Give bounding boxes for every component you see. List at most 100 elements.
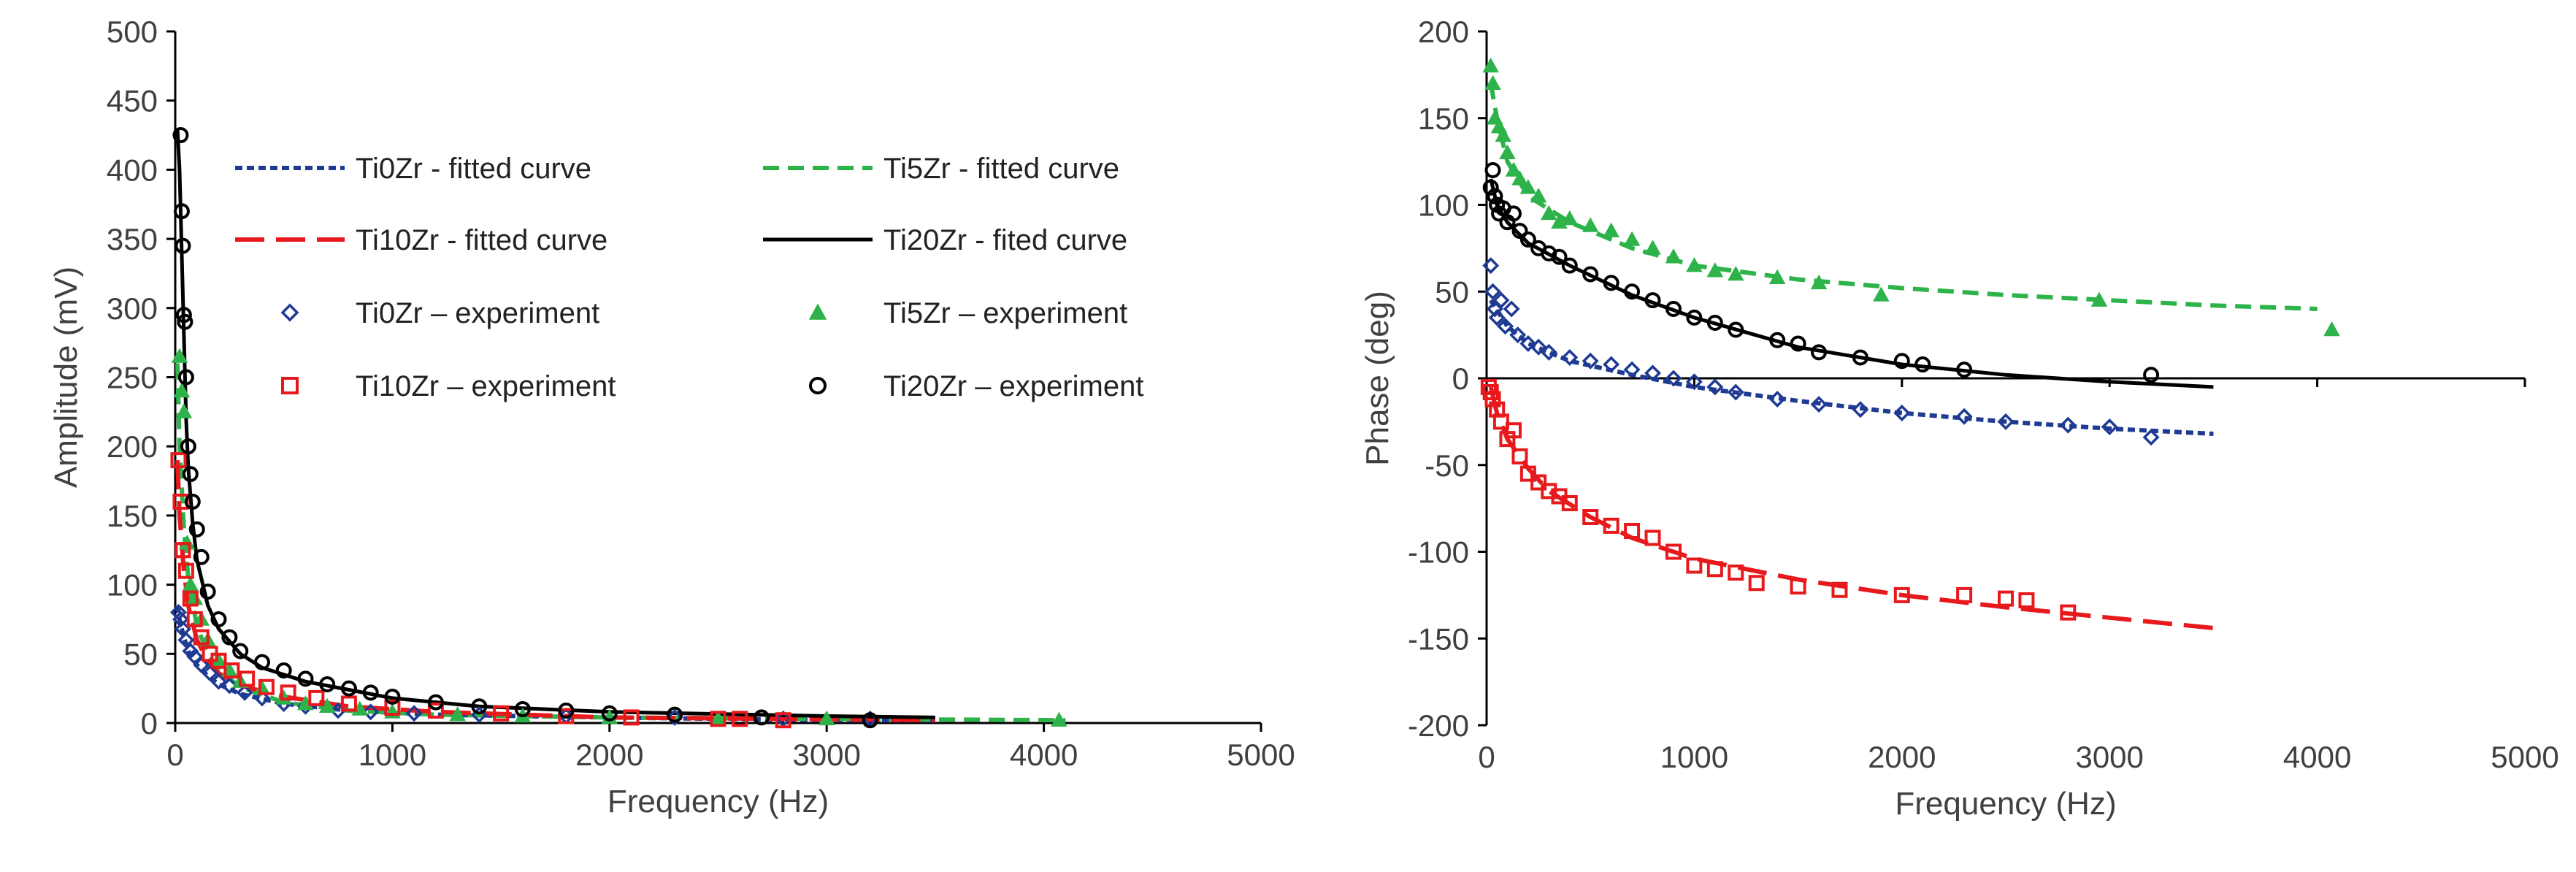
legend: Ti0Zr - fitted curve Ti5Zr - fitted curve… <box>235 153 1143 402</box>
y-tick-label: 500 <box>107 15 158 49</box>
data-point <box>2090 291 2108 307</box>
data-point <box>1686 257 1703 272</box>
data-point <box>193 656 210 673</box>
data-point <box>1768 269 1786 284</box>
y-tick-label: 0 <box>141 706 158 741</box>
legend-label: Ti5Zr - fitted curve <box>883 153 1119 185</box>
legend-label: Ti0Zr – experiment <box>356 297 599 329</box>
data-point <box>1893 353 1910 370</box>
data-point <box>173 203 190 220</box>
data-point <box>1582 352 1599 370</box>
data-point <box>449 706 466 722</box>
data-point <box>1519 335 1537 352</box>
data-point <box>1492 413 1509 430</box>
series-ti0zr-experiment <box>1482 257 2160 446</box>
x-tick-label: 2000 <box>575 738 643 772</box>
series-ti5zr-fitted-curve <box>1488 83 2318 311</box>
data-point <box>1852 401 1869 418</box>
legend-label: Ti10Zr - fitted curve <box>356 224 607 256</box>
data-point <box>1505 422 1522 439</box>
legend-label: Ti20Zr – experiment <box>883 370 1143 402</box>
legend-label: Ti10Zr – experiment <box>356 370 616 402</box>
data-point <box>1488 309 1506 326</box>
legend-item: Ti10Zr – experiment <box>281 370 616 402</box>
data-point <box>1603 222 1619 237</box>
data-point <box>1505 161 1522 177</box>
y-tick-label: 100 <box>107 568 158 603</box>
data-point <box>1852 349 1868 366</box>
data-point <box>193 629 210 646</box>
x-tick-label: 1000 <box>359 738 426 772</box>
data-point <box>177 369 194 386</box>
data-point <box>1505 205 1522 222</box>
data-point <box>1748 575 1765 592</box>
data-point <box>177 313 193 330</box>
legend-label: Ti5Zr – experiment <box>883 297 1127 329</box>
data-point <box>1623 231 1641 246</box>
data-point <box>1955 408 1973 425</box>
data-point <box>239 670 256 687</box>
data-point <box>1511 223 1528 240</box>
y-tick-label: -50 <box>1425 448 1469 483</box>
data-point <box>1561 257 1578 274</box>
data-point <box>170 452 187 469</box>
data-point <box>471 698 488 715</box>
data-point <box>223 662 240 679</box>
data-point <box>1706 315 1723 331</box>
data-point <box>623 709 640 726</box>
data-point <box>199 584 216 600</box>
data-point <box>1956 362 1973 378</box>
data-point <box>2060 604 2077 621</box>
y-tick-label: 50 <box>123 637 158 671</box>
data-point <box>1499 144 1516 159</box>
data-point <box>2142 429 2160 446</box>
data-point <box>427 694 444 711</box>
x-tick-label: 5000 <box>1227 738 1295 772</box>
y-tick-label: 350 <box>107 222 158 256</box>
data-point <box>275 662 292 679</box>
data-point <box>1492 291 1510 309</box>
series-ti20zr-experiment <box>1482 162 2160 383</box>
x-tick-label: 4000 <box>2283 740 2351 774</box>
data-point <box>184 493 201 510</box>
curve-line <box>175 459 935 723</box>
data-point <box>175 403 193 418</box>
legend-swatch <box>280 303 299 322</box>
data-point <box>1706 378 1724 396</box>
curve-line <box>1489 178 2214 389</box>
data-point <box>1873 286 1890 302</box>
data-point <box>297 670 314 687</box>
series-ti5zr-experiment <box>171 348 1067 727</box>
data-point <box>1686 557 1703 574</box>
data-point <box>1582 266 1599 283</box>
data-point <box>1790 578 1806 594</box>
curve-line <box>175 128 935 719</box>
data-point <box>236 684 253 701</box>
data-point <box>775 712 791 729</box>
y-tick-label: 50 <box>1435 275 1469 309</box>
data-point <box>1893 405 1911 421</box>
data-point <box>308 689 325 706</box>
data-point <box>175 542 191 559</box>
data-point <box>1956 586 1973 603</box>
data-point <box>188 521 205 538</box>
data-point <box>1519 465 1536 482</box>
data-point <box>1482 179 1499 196</box>
data-point <box>1484 74 1501 90</box>
data-point <box>1997 413 2015 430</box>
data-point <box>258 678 275 695</box>
data-point <box>2143 367 2160 383</box>
data-point <box>2059 416 2077 434</box>
legend-swatch <box>808 303 827 320</box>
data-point <box>221 677 238 695</box>
y-tick-label: 250 <box>107 361 158 395</box>
data-point <box>1603 356 1620 373</box>
data-point <box>1482 57 1499 73</box>
legend-label: Ti0Zr - fitted curve <box>356 153 591 185</box>
data-point <box>493 705 510 722</box>
data-point <box>202 665 219 682</box>
curve-line <box>1489 299 2214 436</box>
